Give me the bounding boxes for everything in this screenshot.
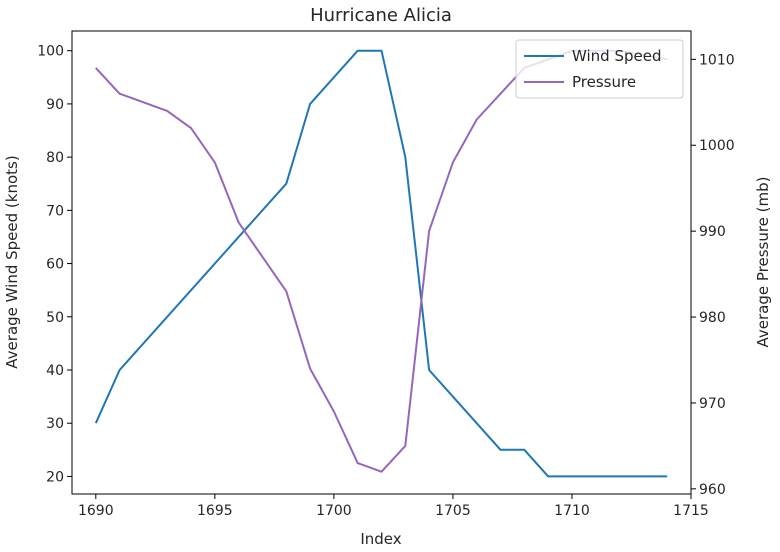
series-line-wind-speed [94,49,668,478]
right-y-axis-ticks: 960 970 980 990 1000 1010 [691,52,735,498]
legend: Wind Speed Pressure [515,39,684,99]
left-y-axis-ticks: 20 30 40 50 60 70 80 90 100 [37,44,72,485]
x-tick-label: 1695 [197,503,233,519]
left-y-tick-label: 40 [46,363,64,379]
x-tick-label: 1715 [673,503,709,519]
x-axis-title: Index [360,530,401,548]
x-axis-ticks: 1690 1695 1700 1705 1710 1715 [78,494,709,519]
left-y-tick-label: 30 [46,416,64,432]
left-y-tick-label: 100 [37,44,64,60]
right-y-tick-label: 980 [699,310,726,326]
right-y-tick-label: 1000 [699,138,735,154]
right-y-tick-label: 990 [699,224,726,240]
left-y-tick-label: 80 [46,150,64,166]
right-y-tick-label: 970 [699,396,726,412]
legend-box [515,39,684,99]
chart-title: Hurricane Alicia [310,5,452,26]
legend-label-wind-speed: Wind Speed [572,47,662,65]
x-tick-label: 1705 [435,503,471,519]
plot-area [71,30,692,495]
x-tick-label: 1710 [554,503,590,519]
left-y-tick-label: 50 [46,310,64,326]
left-y-tick-label: 90 [46,97,64,113]
left-y-tick-label: 70 [46,203,64,219]
right-y-tick-label: 1010 [699,52,735,68]
left-y-axis-title: Average Wind Speed (knots) [3,155,21,368]
left-y-tick-label: 60 [46,257,64,273]
x-tick-label: 1700 [316,503,352,519]
legend-label-pressure: Pressure [572,73,636,91]
right-y-axis-title: Average Pressure (mb) [754,176,772,347]
x-tick-label: 1690 [78,503,114,519]
left-y-tick-label: 20 [46,469,64,485]
right-y-tick-label: 960 [699,482,726,498]
